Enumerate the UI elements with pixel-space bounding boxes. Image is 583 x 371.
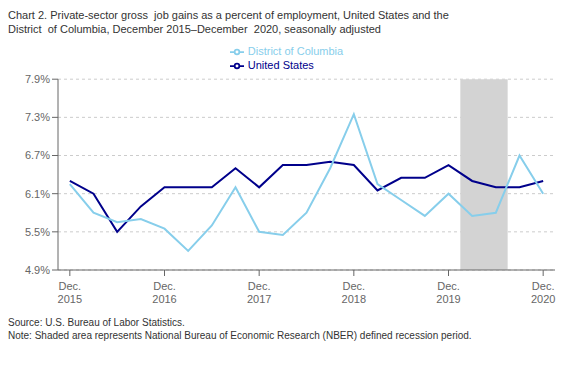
svg-text:4.9%: 4.9% xyxy=(25,264,50,276)
svg-text:Dec.2019: Dec.2019 xyxy=(436,280,460,305)
svg-text:Dec.2020: Dec.2020 xyxy=(531,280,555,305)
svg-text:Dec.2018: Dec.2018 xyxy=(342,280,366,305)
html-text:United States: United States xyxy=(247,59,314,72)
html-text:Chart 2. Private-sector gross: Chart 2. Private-sector gross job gains … xyxy=(8,9,449,35)
svg-text:Dec.2015: Dec.2015 xyxy=(58,280,82,305)
svg-text:Dec.2016: Dec.2016 xyxy=(152,280,176,305)
svg-text:7.9%: 7.9% xyxy=(25,73,50,85)
svg-text:Dec.2017: Dec.2017 xyxy=(247,280,271,305)
html-text:Note: Shaded area represents N: Note: Shaded area represents National Bu… xyxy=(8,330,472,341)
svg-text:6.7%: 6.7% xyxy=(25,149,50,161)
svg-text:6.1%: 6.1% xyxy=(25,188,50,200)
svg-text:5.5%: 5.5% xyxy=(25,226,50,238)
html-text:Source: U.S. Bureau of Labor S: Source: U.S. Bureau of Labor Statistics. xyxy=(8,317,185,328)
svg-text:7.3%: 7.3% xyxy=(25,111,50,123)
html-text:District of Columbia: District of Columbia xyxy=(247,45,344,57)
